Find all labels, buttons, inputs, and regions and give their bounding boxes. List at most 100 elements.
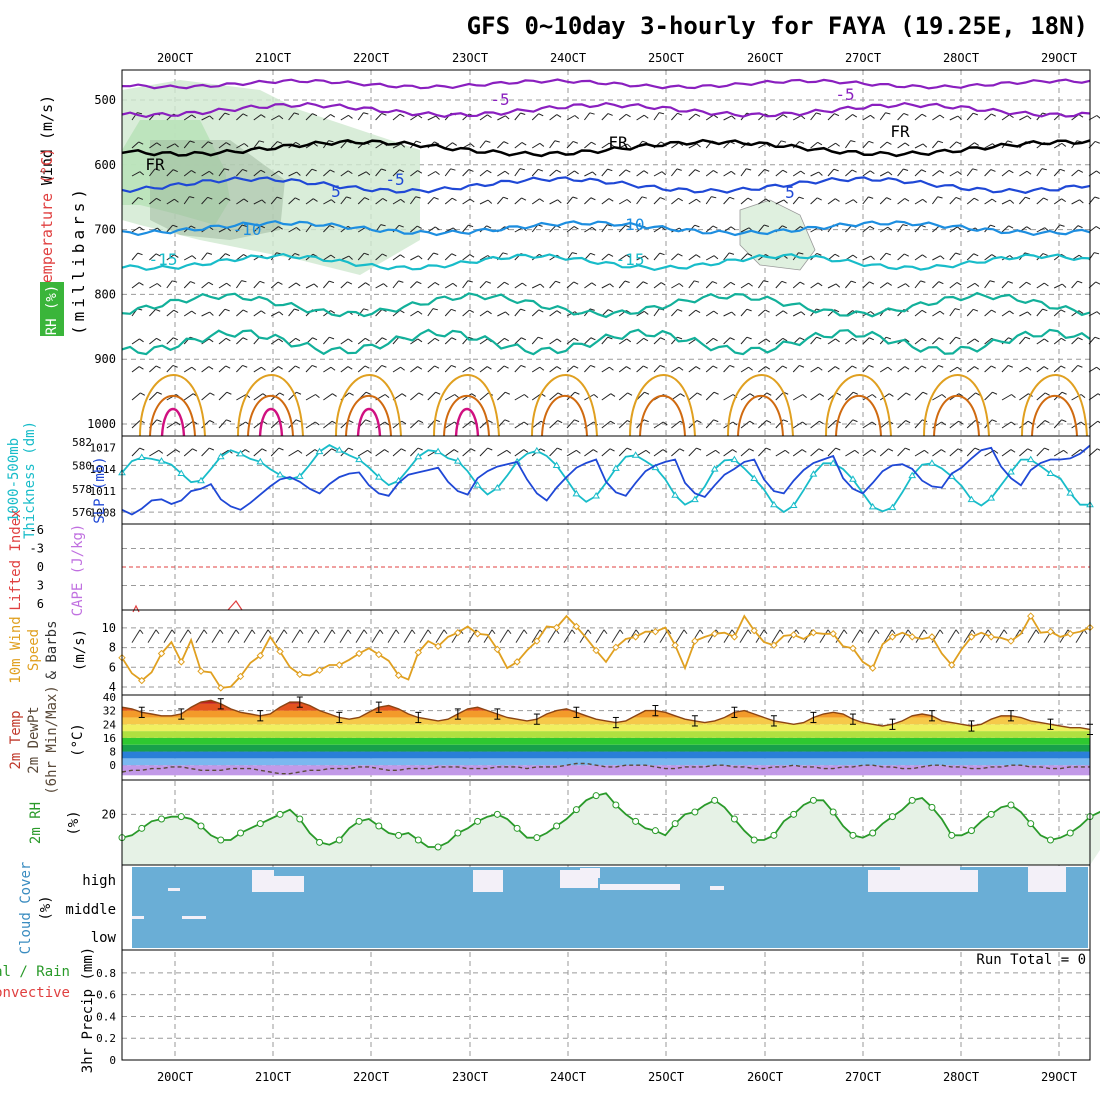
wind-barb-flag xyxy=(313,198,318,202)
wind10-barb xyxy=(355,629,365,643)
wind-barb xyxy=(166,309,175,317)
wind-barb xyxy=(131,197,139,205)
rh2m-point xyxy=(1046,836,1054,844)
wind-barb xyxy=(410,170,418,177)
wind-barb xyxy=(149,253,157,261)
wind-barb-flag xyxy=(572,140,578,144)
wind-barb xyxy=(549,310,558,317)
slp-point xyxy=(295,472,304,479)
wind-barb-flag xyxy=(556,366,562,370)
wind-barb xyxy=(288,227,297,233)
wind-barb-flag xyxy=(713,310,719,315)
wind-barb-flag xyxy=(713,114,719,119)
wind-barb-flag xyxy=(872,394,877,399)
wind-barb xyxy=(305,449,316,457)
wind-barb xyxy=(444,282,454,289)
wind-barb-flag xyxy=(209,447,215,451)
wind-barb-flag xyxy=(520,112,526,116)
wind-barb-flag xyxy=(138,141,144,145)
wind10-barb xyxy=(227,629,237,643)
temp2m-tick: 0 xyxy=(109,759,116,772)
wind-barb xyxy=(166,421,177,429)
wind-barb xyxy=(236,337,244,345)
wind-barb-flag xyxy=(746,336,752,340)
wind-barb-flag xyxy=(538,168,544,172)
wind-barb xyxy=(984,280,991,289)
slp-point xyxy=(888,503,897,511)
wind-barb xyxy=(827,447,837,457)
wind-barb-flag xyxy=(399,309,405,314)
pressure-tick-label: 1000 xyxy=(87,417,116,431)
wind-barb xyxy=(392,143,402,149)
wind-barb xyxy=(879,393,890,401)
wind-barb-flag xyxy=(1077,364,1083,368)
wind-barb-flag xyxy=(818,448,824,452)
wind-barb xyxy=(1019,448,1029,457)
slp-tick: 1011 xyxy=(90,485,117,498)
wind-barb-flag xyxy=(626,338,632,343)
wind-barb-flag xyxy=(572,252,578,255)
slp-point xyxy=(276,470,284,478)
wind-barb-flag xyxy=(590,364,596,368)
wind-barb xyxy=(183,420,194,429)
wind-barb-flag xyxy=(836,392,842,396)
lifted-ylabel: Lifted Index xyxy=(8,509,24,610)
wind-barb xyxy=(392,254,401,261)
wind10-barb xyxy=(627,629,637,643)
wind-barb-flag xyxy=(956,226,962,231)
wind-barb-flag xyxy=(798,196,804,200)
wind-barb xyxy=(288,197,296,205)
wind-barb-flag xyxy=(608,198,614,202)
wind10-barb-flag xyxy=(171,629,176,635)
wind-barb-flag xyxy=(156,142,162,147)
thickness-tick: 582 xyxy=(72,436,92,449)
wind-barb-flag xyxy=(277,281,283,285)
wind10-barb-flag xyxy=(971,629,976,635)
wind-barb xyxy=(862,140,870,149)
wind10-barb xyxy=(435,629,445,643)
isotherm-loop-orange xyxy=(1021,374,1088,437)
wind-barb-flag xyxy=(677,253,683,257)
wind-barb-flag xyxy=(1027,420,1033,425)
wind-barb xyxy=(723,170,732,177)
wind-barb xyxy=(514,337,522,345)
wind10-barb-flag xyxy=(939,629,944,635)
wind-barb-flag xyxy=(524,394,529,399)
temp-band xyxy=(122,751,1090,759)
wind-barb-flag xyxy=(642,140,648,144)
wind10-barb-flag xyxy=(411,629,416,635)
rh2m-point xyxy=(474,817,482,825)
wind-barb xyxy=(984,337,992,345)
cloud-gap xyxy=(132,916,144,919)
cloud-gap xyxy=(710,886,724,890)
wind-barb-flag xyxy=(381,364,387,368)
wind-barb-flag xyxy=(348,255,353,260)
wind10-barb xyxy=(323,629,333,643)
wind-barb xyxy=(410,114,419,121)
wind-barb xyxy=(410,366,418,373)
rh2m-point xyxy=(513,824,521,832)
wind-barb xyxy=(323,393,333,401)
wind-barb xyxy=(845,199,854,205)
wind-barb-flag xyxy=(539,366,545,371)
wind10-barb-flag xyxy=(267,629,272,635)
wind10-barb-flag xyxy=(379,629,384,635)
wind10-barb xyxy=(563,629,573,643)
isotherm-loop-darkorange xyxy=(639,394,686,437)
wind-barb-flag xyxy=(834,309,840,313)
wind-barb xyxy=(932,365,939,373)
wind-barb-flag xyxy=(224,168,230,171)
wind10-ylabel: 10m Wind xyxy=(8,616,24,683)
wind-barb xyxy=(758,198,767,205)
wind-barb xyxy=(653,252,661,261)
wind-barb xyxy=(514,197,522,205)
wind-barb-flag xyxy=(870,255,875,260)
slp-point xyxy=(374,473,383,480)
wind-barb xyxy=(792,196,800,205)
wind10-barb xyxy=(163,629,173,643)
wind-barb-flag xyxy=(139,447,145,451)
wind-barb xyxy=(723,252,730,261)
wind-barb-flag xyxy=(260,169,266,174)
wind-barb xyxy=(931,196,939,205)
wind-barb-flag xyxy=(485,140,491,143)
